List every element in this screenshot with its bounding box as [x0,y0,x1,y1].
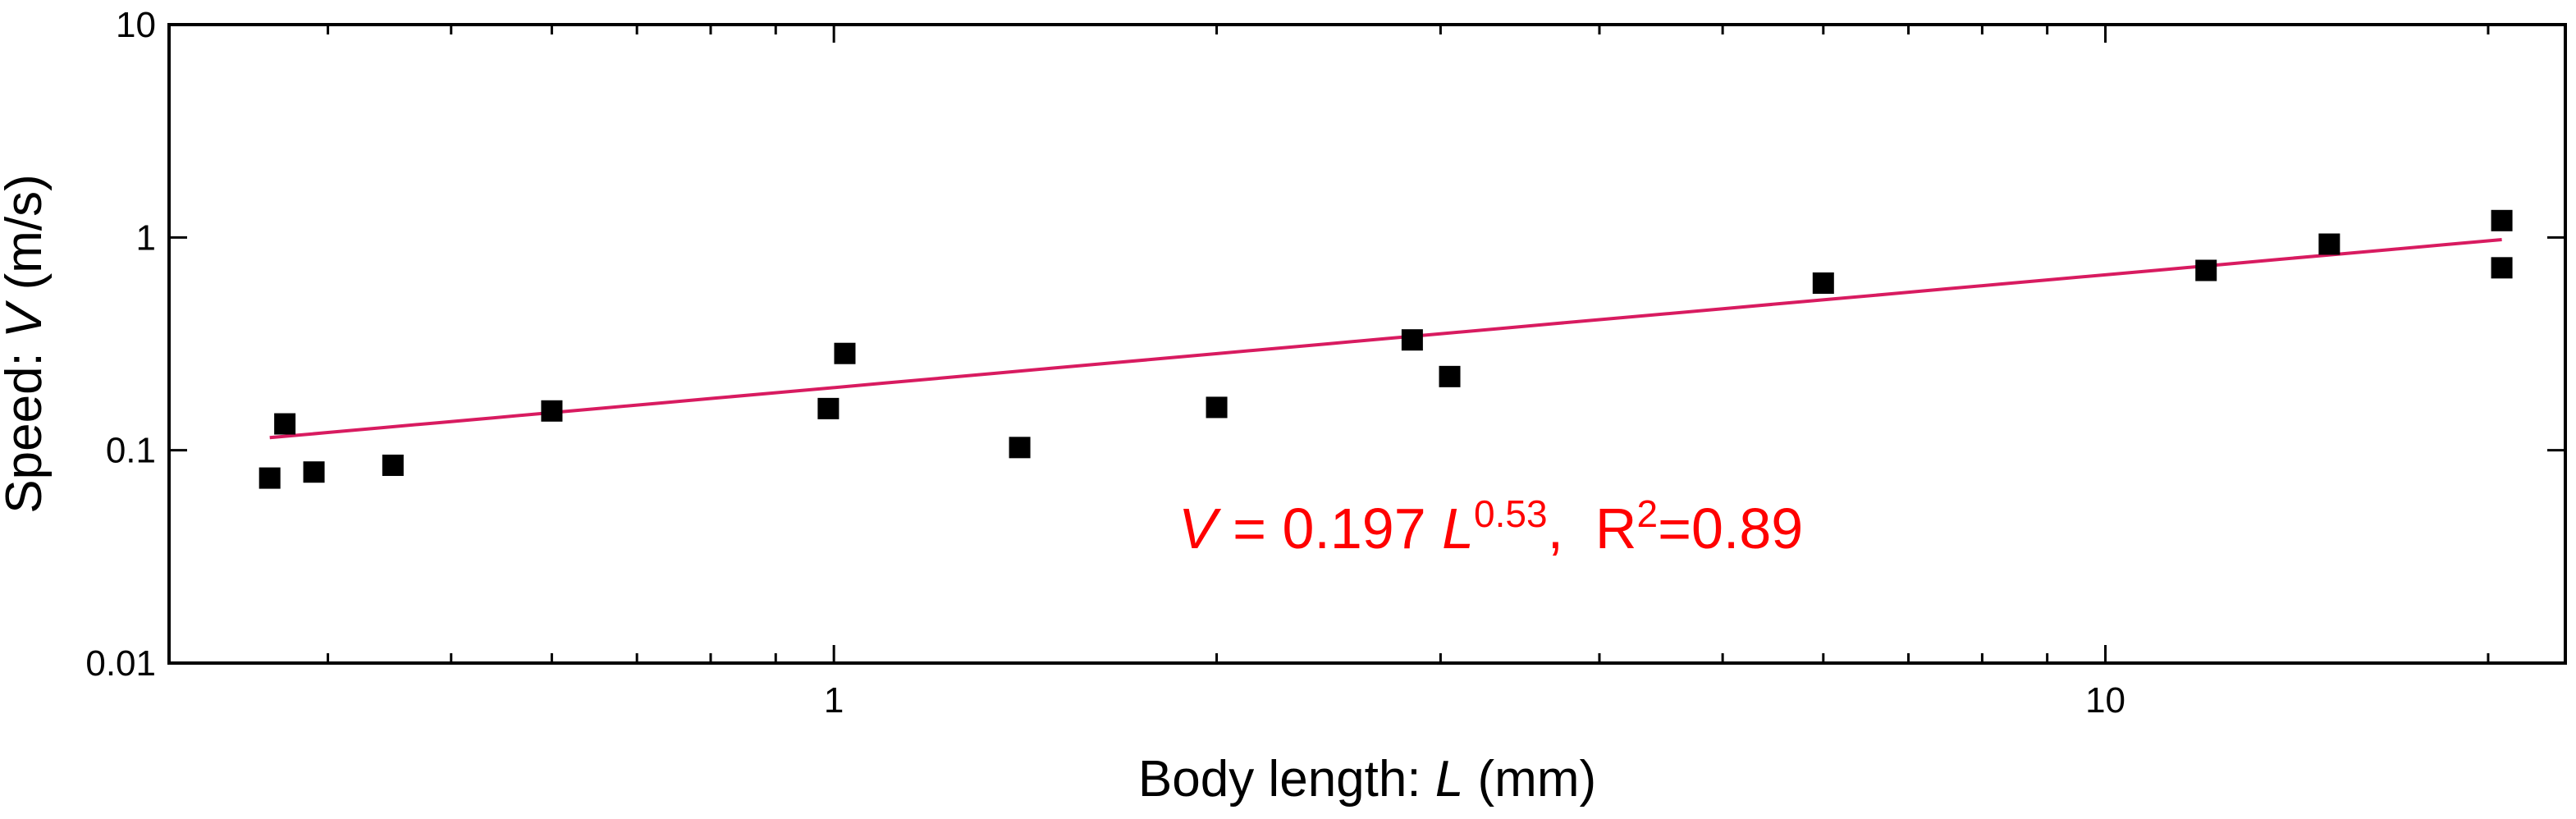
y-tick-label: 0.1 [106,431,156,471]
data-point [541,400,563,422]
data-point [2491,209,2513,231]
fit-equation: V = 0.197 L0.53, R2=0.89 [1178,492,1803,560]
data-point [2195,259,2217,281]
x-tick-label: 1 [824,680,844,721]
x-axis-title: Body length: L (mm) [1138,751,1596,808]
y-tick-label: 10 [116,5,156,45]
data-point [2491,257,2513,279]
plot-frame [167,23,2567,665]
data-point [274,413,296,435]
data-points [259,209,2513,489]
data-point [1206,396,1228,419]
data-point [303,461,325,483]
y-axis-title: Speed: V (m/s) [0,174,53,513]
y-tick-label: 0.01 [85,643,156,684]
fit-line [269,238,2502,440]
data-point [1009,437,1031,459]
data-point [1401,329,1423,351]
y-tick-label: 1 [136,217,156,258]
x-tick-label: 10 [2085,680,2125,721]
data-point [382,454,404,476]
data-point [2318,233,2340,255]
data-point [259,467,281,489]
tick-labels: 0.01 0.1 1 10 1 10 [85,5,2125,721]
data-point [834,342,856,364]
data-point [1812,272,1834,295]
axis-ticks [167,23,2565,665]
data-point [1439,365,1461,387]
data-point [817,397,840,419]
